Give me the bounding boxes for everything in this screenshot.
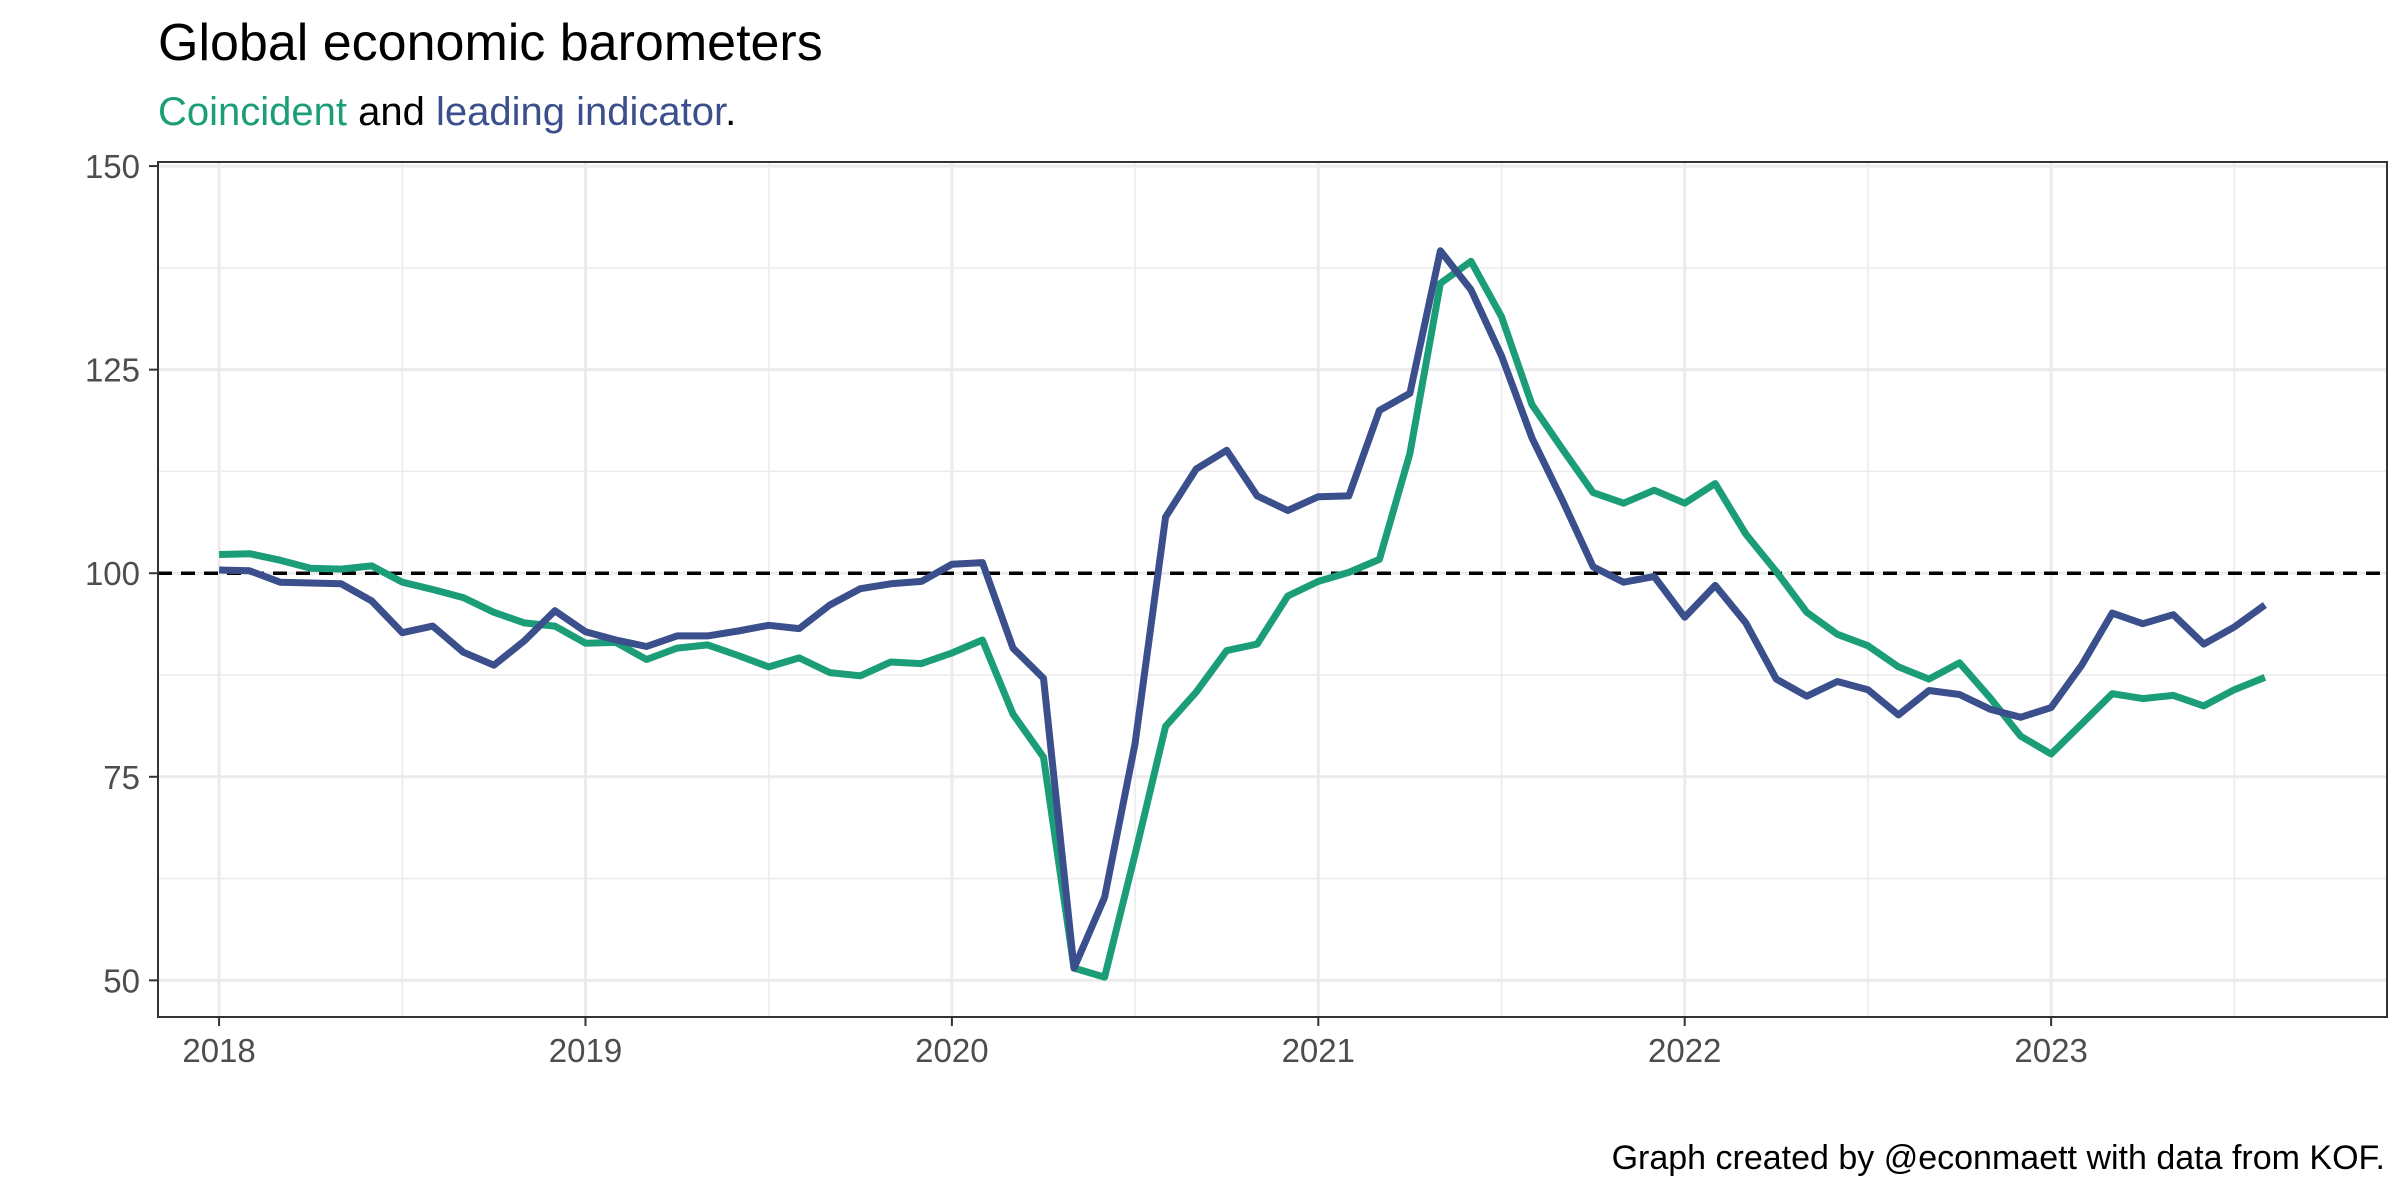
- y-tick-label: 75: [103, 759, 140, 796]
- x-tick-label: 2019: [549, 1032, 622, 1069]
- y-tick-label: 125: [85, 352, 140, 389]
- leading-series-line: [219, 247, 2267, 972]
- chart-subtitle: Coincident and leading indicator.: [158, 88, 736, 136]
- chart-title: Global economic barometers: [158, 14, 823, 72]
- subtitle-leading: leading indicator: [436, 90, 726, 134]
- x-tick-label: 2023: [2014, 1032, 2087, 1069]
- coincident-series-line: [219, 257, 2267, 981]
- x-tick-label: 2022: [1648, 1032, 1721, 1069]
- subtitle-connector: and: [358, 90, 425, 134]
- subtitle-end: .: [725, 90, 737, 134]
- x-tick-label: 2021: [1282, 1032, 1355, 1069]
- panel-border: [157, 161, 2388, 1018]
- y-tick-label: 150: [85, 148, 140, 185]
- axes: 50 75 100 125 150 2018 2019 2020 2021 2022 2023: [85, 148, 2088, 1069]
- subtitle-coincident: Coincident: [158, 90, 348, 134]
- y-tick-label: 100: [85, 555, 140, 592]
- x-tick-label: 2018: [182, 1032, 255, 1069]
- grid-lines: [158, 162, 2387, 1017]
- series-lines: [219, 247, 2267, 981]
- x-tick-label: 2020: [915, 1032, 988, 1069]
- chart-caption: Graph created by @econmaett with data fr…: [1611, 1139, 2385, 1177]
- y-tick-label: 50: [103, 962, 140, 999]
